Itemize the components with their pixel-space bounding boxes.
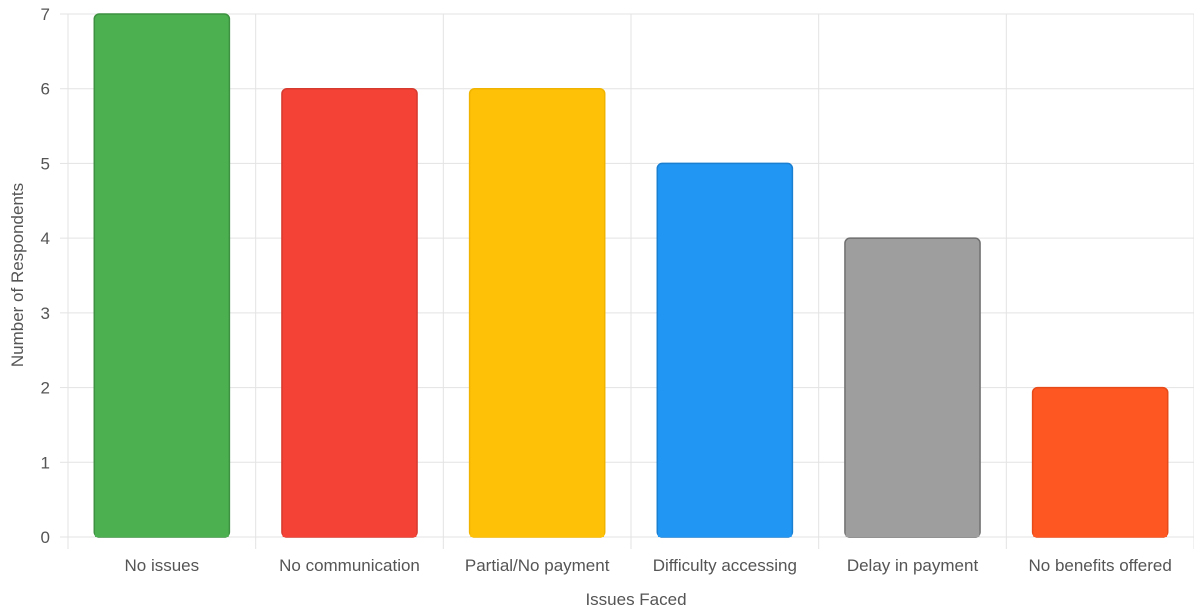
grid-layer (60, 13, 1194, 549)
y-tick-label: 2 (41, 379, 50, 398)
bar-base (470, 531, 604, 537)
bar-difficulty-accessing[interactable] (656, 162, 794, 538)
bar-partial-no-payment[interactable] (468, 87, 606, 538)
y-tick-label: 5 (41, 154, 50, 173)
y-tick-label: 7 (41, 5, 50, 24)
bar-delay-in-payment[interactable] (844, 237, 981, 538)
y-tick-label: 1 (41, 453, 50, 472)
bar-base (658, 531, 792, 537)
bar-base (95, 531, 229, 537)
y-tick-label: 4 (41, 229, 50, 248)
bar-base (1033, 531, 1167, 537)
bar-base (845, 531, 980, 537)
x-tick-label: Delay in payment (847, 556, 979, 575)
x-tick-label: No issues (125, 556, 200, 575)
bar-layer (93, 13, 1169, 538)
bar-no-issues[interactable] (93, 13, 231, 538)
x-axis-title: Issues Faced (585, 590, 686, 609)
tick-layer: 0 1 2 3 4 5 6 7 No issues No communication Partial… (41, 5, 1172, 575)
y-tick-label: 6 (41, 80, 50, 99)
x-tick-label: No benefits offered (1028, 556, 1171, 575)
bar-no-communication[interactable] (281, 87, 418, 538)
bar-base (282, 531, 417, 537)
x-tick-label: No communication (279, 556, 420, 575)
bar-no-benefits-offered[interactable] (1031, 386, 1169, 538)
y-tick-label: 3 (41, 304, 50, 323)
x-tick-label: Difficulty accessing (653, 556, 797, 575)
y-tick-label: 0 (41, 528, 50, 547)
x-tick-label: Partial/No payment (465, 556, 610, 575)
y-axis-title: Number of Respondents (8, 183, 27, 367)
